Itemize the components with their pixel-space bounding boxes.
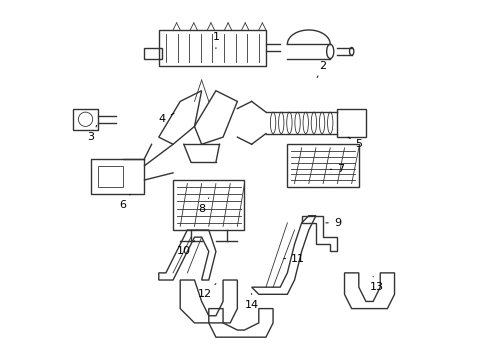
- Text: 3: 3: [87, 125, 97, 142]
- Text: 14: 14: [244, 293, 258, 310]
- Text: 5: 5: [347, 137, 362, 149]
- Text: 1: 1: [212, 32, 219, 49]
- Text: 2: 2: [317, 61, 326, 77]
- Text: 12: 12: [198, 284, 216, 299]
- Text: 13: 13: [369, 276, 383, 292]
- Text: 7: 7: [329, 164, 344, 174]
- Text: 6: 6: [119, 194, 130, 210]
- Text: 11: 11: [283, 253, 305, 264]
- Text: 4: 4: [159, 113, 174, 124]
- Text: 9: 9: [325, 218, 340, 228]
- Text: 10: 10: [176, 241, 194, 256]
- Text: 8: 8: [198, 198, 208, 213]
